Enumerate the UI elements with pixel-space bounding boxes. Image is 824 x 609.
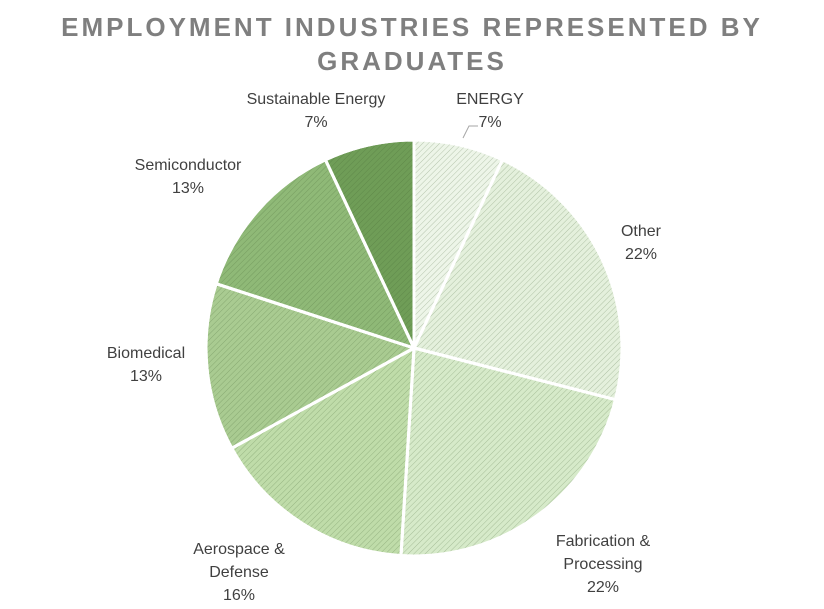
data-label-energy: ENERGY 7% — [456, 91, 524, 131]
data-label-sustainable-energy: Sustainable Energy 7% — [247, 91, 386, 131]
data-label-other: Other 22% — [621, 223, 662, 263]
pie-slice-other — [411, 157, 624, 402]
pie-slice-sustainable-energy — [323, 138, 416, 349]
pie-slice-biomedical — [204, 281, 418, 451]
data-label-semiconductor: Semiconductor 13% — [135, 157, 242, 197]
pie-slice-energy — [412, 138, 505, 349]
leader-line-energy — [462, 125, 478, 139]
pie-slice-fabrication-processing — [399, 346, 618, 558]
pie-slice-semiconductor — [214, 157, 417, 351]
chart-title: EMPLOYMENT INDUSTRIES REPRESENTED BY GRA… — [61, 12, 763, 76]
data-label-biomedical: Biomedical 13% — [107, 345, 185, 385]
data-label-aerospace-defense: Aerospace & Defense 16% — [193, 541, 285, 604]
pie-slice-aerospace-defense — [229, 345, 416, 558]
data-label-fabrication-processing: Fabrication & Processing 22% — [556, 533, 651, 596]
